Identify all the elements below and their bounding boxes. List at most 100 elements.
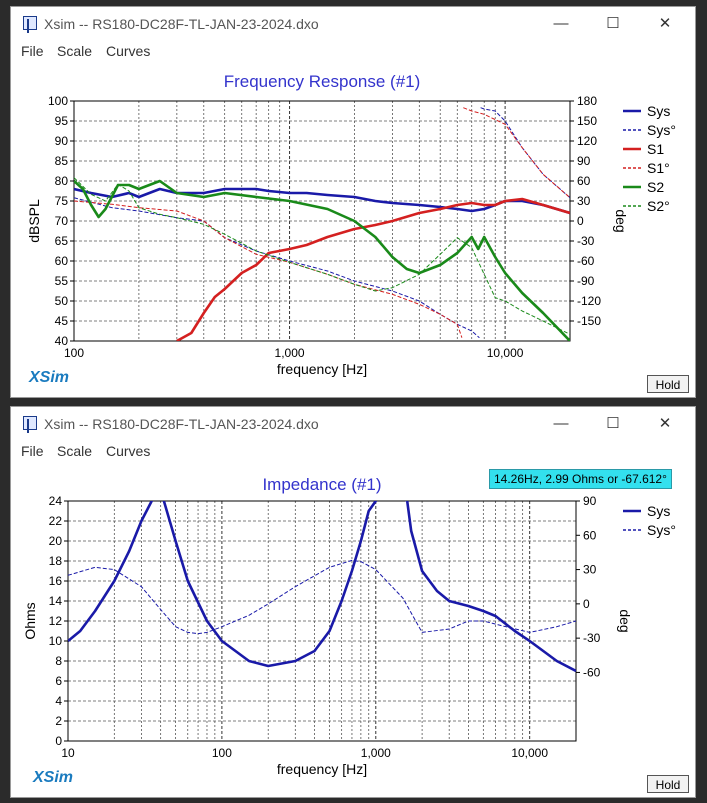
y-tick-label: 80: [55, 174, 69, 188]
plot-area: Frequency Response (#1) 40 45 50 55 60 65 70 75 8…: [11, 63, 695, 397]
x-tick-label: 10,000: [487, 346, 524, 360]
y-tick-label: 40: [55, 334, 69, 348]
y2-tick-label: -60: [583, 665, 601, 679]
y2-tick-label: -30: [577, 234, 595, 248]
y-tick-label: 20: [49, 534, 63, 548]
legend-label-sys-phase: Sys°: [647, 122, 676, 138]
y-tick-label: 60: [55, 254, 69, 268]
impedance-chart[interactable]: Impedance (#1)024681012141618202224-60-3…: [11, 463, 695, 797]
y-tick-label: 50: [55, 294, 69, 308]
y-tick-label: 16: [49, 574, 63, 588]
x-tick-label: 1,000: [361, 746, 391, 760]
y2-tick-label: 180: [577, 94, 597, 108]
y2-axis-label: deg: [617, 609, 633, 632]
y-tick-label: 95: [55, 114, 69, 128]
y-tick-label: 100: [48, 94, 68, 108]
maximize-button[interactable]: ☐: [606, 415, 620, 432]
menu-scale[interactable]: Scale: [57, 43, 93, 59]
y-axis-label: dBSPL: [26, 199, 42, 243]
x-tick-label: 1,000: [275, 346, 305, 360]
x-axis-label: frequency [Hz]: [277, 361, 367, 377]
legend-label-sys: Sys: [647, 503, 670, 519]
series-line-s2: [74, 179, 570, 341]
series-line-sys: [74, 187, 570, 215]
y-tick-label: 55: [55, 274, 69, 288]
menu-bar: File Scale Curves: [11, 41, 695, 63]
frequency-response-chart[interactable]: Frequency Response (#1) 40 45 50 55 60 65 70 75 8…: [11, 63, 695, 397]
y2-tick-label: 0: [583, 597, 590, 611]
y-tick-label: 8: [55, 654, 62, 668]
xsim-logo: XSim: [29, 369, 70, 386]
hold-button[interactable]: Hold: [647, 375, 689, 393]
y-tick-label: 24: [49, 494, 63, 508]
close-button[interactable]: ✕: [658, 15, 672, 32]
xsim-logo: XSim: [33, 769, 74, 786]
menu-bar: File Scale Curves: [11, 441, 695, 463]
legend-label-s1: S1: [647, 141, 664, 157]
cursor-readout: 14.26Hz, 2.99 Ohms or -67.612°: [489, 469, 672, 489]
maximize-button[interactable]: ☐: [606, 15, 620, 32]
xsim-app-icon: [23, 16, 37, 30]
y-tick-label: 2: [55, 714, 62, 728]
y-axis-label: Ohms: [22, 602, 38, 639]
window-title: Xsim -- RS180-DC28F-TL-JAN-23-2024.dxo: [44, 416, 319, 432]
chart-title: Frequency Response (#1): [224, 72, 421, 91]
series-line-sys-phase: [68, 559, 576, 635]
window-frequency-response: Xsim -- RS180-DC28F-TL-JAN-23-2024.dxo —…: [10, 6, 696, 398]
y2-tick-label: 90: [577, 154, 591, 168]
y2-tick-label: 60: [577, 174, 591, 188]
chart-title: Impedance (#1): [262, 475, 381, 494]
window-title: Xsim -- RS180-DC28F-TL-JAN-23-2024.dxo: [44, 16, 319, 32]
menu-curves[interactable]: Curves: [106, 443, 151, 459]
title-bar[interactable]: Xsim -- RS180-DC28F-TL-JAN-23-2024.dxo —…: [11, 7, 695, 41]
y2-tick-label: 90: [583, 494, 597, 508]
y2-tick-label: 60: [583, 528, 597, 542]
y-tick-label: 12: [49, 614, 63, 628]
hold-button[interactable]: Hold: [647, 775, 689, 793]
close-button[interactable]: ✕: [658, 415, 672, 432]
y2-tick-label: 120: [577, 134, 597, 148]
y2-tick-label: -90: [577, 274, 595, 288]
x-tick-label: 100: [64, 346, 84, 360]
y2-axis-label: deg: [613, 209, 629, 232]
legend-label-s2: S2: [647, 179, 664, 195]
y-tick-label: 18: [49, 554, 63, 568]
menu-file[interactable]: File: [21, 43, 44, 59]
y2-tick-label: 30: [583, 563, 597, 577]
y2-tick-label: 30: [577, 194, 591, 208]
window-impedance: Xsim -- RS180-DC28F-TL-JAN-23-2024.dxo —…: [10, 406, 696, 798]
minimize-button[interactable]: —: [553, 415, 569, 432]
legend-label-s1-phase: S1°: [647, 160, 670, 176]
legend-label-s2-phase: S2°: [647, 198, 670, 214]
legend-label-sys-phase: Sys°: [647, 522, 676, 538]
y-tick-label: 85: [55, 154, 69, 168]
y2-tick-label: -150: [577, 314, 601, 328]
minimize-button[interactable]: —: [553, 15, 569, 32]
y-tick-label: 0: [55, 734, 62, 748]
y2-tick-label: 150: [577, 114, 597, 128]
menu-file[interactable]: File: [21, 443, 44, 459]
x-axis-label: frequency [Hz]: [277, 761, 367, 777]
series-line-s1: [176, 197, 570, 341]
y-tick-label: 6: [55, 674, 62, 688]
legend-label-sys: Sys: [647, 103, 670, 119]
title-bar[interactable]: Xsim -- RS180-DC28F-TL-JAN-23-2024.dxo —…: [11, 407, 695, 441]
x-tick-label: 10: [61, 746, 75, 760]
x-tick-label: 100: [212, 746, 232, 760]
menu-curves[interactable]: Curves: [106, 43, 151, 59]
y-tick-label: 70: [55, 214, 69, 228]
y-tick-label: 45: [55, 314, 69, 328]
y2-tick-label: -30: [583, 631, 601, 645]
y2-tick-label: -120: [577, 294, 601, 308]
series-line-sys: [68, 501, 576, 673]
y-tick-label: 75: [55, 194, 69, 208]
y2-tick-label: 0: [577, 214, 584, 228]
xsim-app-icon: [23, 416, 37, 430]
y-tick-label: 65: [55, 234, 69, 248]
y2-tick-label: -60: [577, 254, 595, 268]
y-tick-label: 10: [49, 634, 63, 648]
menu-scale[interactable]: Scale: [57, 443, 93, 459]
y-tick-label: 90: [55, 134, 69, 148]
y-tick-label: 22: [49, 514, 63, 528]
x-tick-label: 10,000: [511, 746, 548, 760]
